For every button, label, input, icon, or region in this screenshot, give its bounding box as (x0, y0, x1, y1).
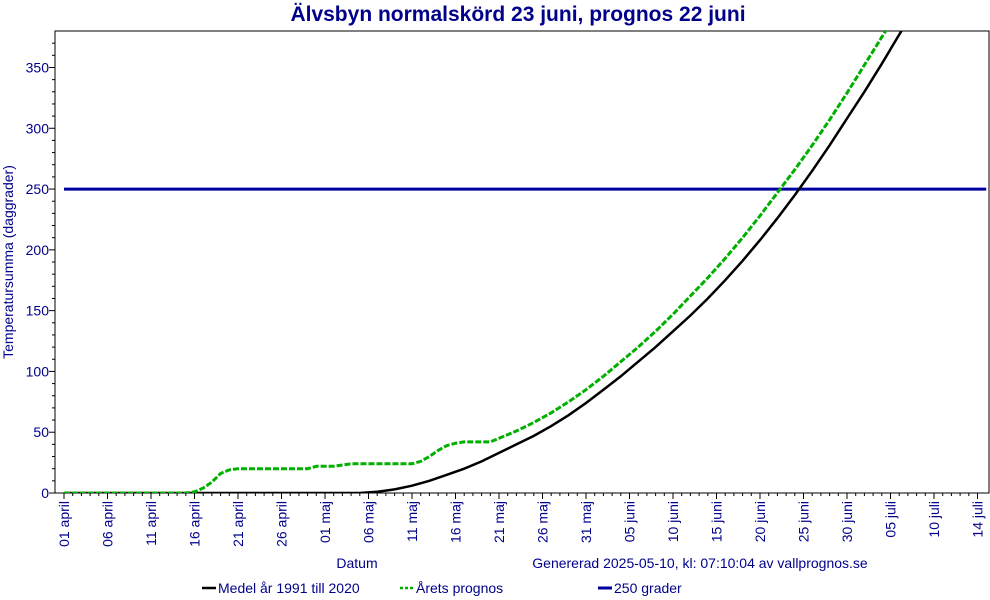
series-line-1 (64, 31, 888, 493)
x-tick-label: 06 maj (361, 501, 377, 543)
generated-note: Genererad 2025-05-10, kl: 07:10:04 av va… (532, 555, 868, 571)
x-tick-label: 14 juli (970, 501, 986, 538)
y-tick-label: 50 (33, 424, 49, 440)
x-tick-label: 21 april (230, 501, 246, 547)
x-tick-label: 31 maj (578, 501, 594, 543)
legend-label-0: Medel år 1991 till 2020 (218, 580, 360, 596)
x-tick-label: 30 juni (839, 501, 855, 542)
x-tick-label: 06 april (100, 501, 116, 547)
series-line-0 (64, 31, 903, 493)
x-tick-label: 10 juni (665, 501, 681, 542)
series-layer (64, 31, 987, 493)
x-tick-label: 21 maj (491, 501, 507, 543)
x-tick-label: 11 maj (404, 501, 420, 542)
x-tick-label: 01 april (56, 501, 72, 547)
x-tick-label: 11 april (143, 501, 159, 546)
legend-label-2: 250 grader (614, 580, 682, 596)
x-tick-label: 05 juli (883, 501, 899, 538)
y-tick-label: 250 (26, 181, 50, 197)
x-tick-label: 16 maj (448, 501, 464, 543)
y-axis: 0 50 100 150 200 250 300 350 (26, 42, 55, 501)
y-tick-label: 350 (26, 59, 50, 75)
y-tick-label: 300 (26, 120, 50, 136)
x-tick-label: 26 maj (535, 501, 551, 543)
y-axis-title: Temperatursumma (daggrader) (0, 165, 16, 359)
x-axis-title: Datum (336, 555, 377, 571)
x-tick-label: 26 april (274, 501, 290, 547)
legend: Medel år 1991 till 2020 Årets prognos 250 … (202, 580, 682, 596)
x-tick-label: 05 juni (622, 501, 638, 542)
x-tick-label: 01 maj (317, 501, 333, 543)
y-tick-label: 200 (26, 242, 50, 258)
x-tick-label: 15 juni (709, 501, 725, 542)
x-axis: 01 april 06 april 11 april 16 april 21 april… (56, 493, 986, 547)
x-tick-label: 20 juni (752, 501, 768, 542)
x-tick-label: 10 juli (926, 501, 942, 538)
chart-title: Älvsbyn normalskörd 23 juni, prognos 22 … (290, 3, 745, 26)
x-tick-label: 16 april (187, 501, 203, 547)
legend-label-1: Årets prognos (416, 580, 503, 596)
y-tick-label: 100 (26, 363, 50, 379)
y-tick-label: 150 (26, 303, 50, 319)
plot-area (54, 30, 990, 494)
y-tick-label: 0 (41, 485, 49, 501)
x-tick-label: 25 juni (796, 501, 812, 542)
